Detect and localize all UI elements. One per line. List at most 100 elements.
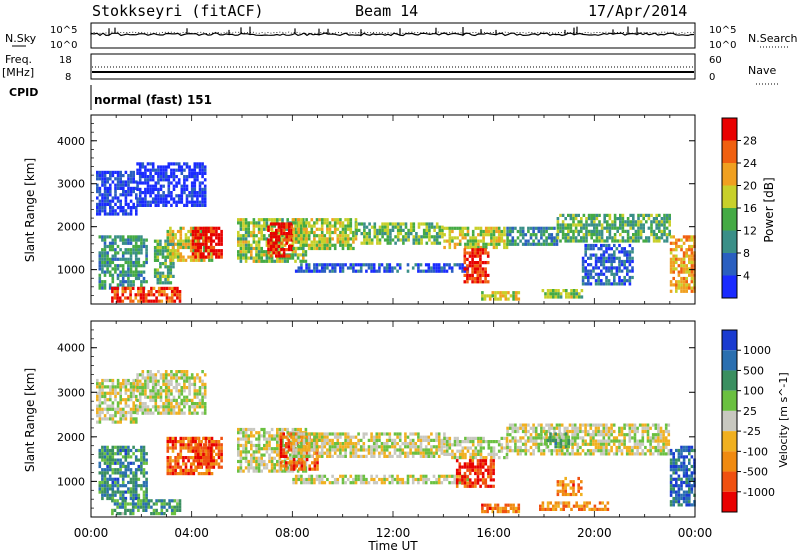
echo-cell	[624, 223, 627, 227]
echo-cell	[129, 177, 133, 181]
echo-cell	[114, 270, 117, 274]
echo-cell	[188, 379, 191, 383]
echo-cell	[383, 451, 386, 455]
echo-cell	[146, 162, 150, 166]
echo-cell	[185, 203, 189, 207]
echo-cell	[185, 187, 189, 191]
echo-cell	[346, 224, 350, 228]
echo-cell	[420, 235, 423, 239]
echo-cell	[242, 456, 245, 460]
echo-cell	[171, 239, 175, 243]
echo-cell	[417, 266, 420, 270]
echo-cell	[255, 250, 258, 254]
echo-cell	[96, 186, 99, 190]
echo-cell	[108, 244, 112, 249]
echo-cell	[542, 229, 546, 234]
echo-cell	[196, 229, 200, 234]
echo-cell	[505, 436, 509, 440]
echo-cell	[569, 223, 573, 227]
echo-cell	[527, 449, 530, 453]
echo-cell	[180, 398, 184, 402]
echo-cell	[204, 255, 208, 259]
echo-cell	[675, 283, 678, 287]
echo-cell	[203, 402, 207, 406]
echo-cell	[265, 250, 269, 254]
echo-cell	[476, 270, 480, 274]
echo-cell	[669, 264, 673, 268]
echo-cell	[289, 256, 292, 260]
echo-cell	[584, 266, 587, 270]
echo-cell	[328, 263, 332, 267]
echo-cell	[352, 237, 355, 241]
echo-cell	[611, 236, 614, 240]
echo-cell	[179, 456, 183, 460]
echo-cell	[336, 221, 340, 225]
echo-cell	[275, 254, 278, 258]
echo-cell	[302, 451, 306, 455]
echo-cell	[288, 254, 291, 258]
echo-cell	[217, 456, 221, 460]
echo-cell	[411, 451, 415, 455]
echo-cell	[263, 227, 266, 231]
echo-cell	[159, 249, 162, 253]
echo-cell	[116, 487, 120, 491]
echo-cell	[307, 451, 311, 455]
echo-cell	[124, 378, 128, 383]
echo-cell	[170, 175, 173, 179]
echo-cell	[463, 280, 467, 284]
echo-cell	[108, 464, 112, 469]
echo-cell	[461, 449, 465, 453]
echo-cell	[613, 226, 617, 230]
echo-cell	[193, 162, 197, 166]
echo-cell	[466, 264, 469, 268]
echo-cell	[244, 221, 248, 225]
echo-cell	[202, 245, 206, 250]
echo-cell	[98, 391, 102, 395]
echo-cell	[559, 292, 563, 296]
echo-cell	[490, 449, 493, 453]
echo-cell	[108, 273, 112, 277]
echo-cell	[680, 283, 683, 287]
echo-cell	[300, 464, 304, 468]
echo-cell	[187, 245, 190, 250]
echo-cell	[260, 459, 263, 464]
echo-cell	[607, 243, 611, 248]
echo-cell	[527, 226, 530, 230]
echo-cell	[464, 452, 467, 456]
echo-cell	[116, 477, 120, 481]
echo-cell	[196, 200, 199, 204]
echo-cell	[680, 267, 683, 271]
echo-cell	[124, 209, 128, 213]
echo-cell	[307, 438, 311, 442]
echo-cell	[331, 243, 334, 247]
echo-cell	[506, 226, 509, 230]
echo-cell	[302, 448, 306, 452]
echo-cell	[244, 450, 248, 454]
echo-cell	[593, 213, 596, 217]
echo-cell	[437, 438, 441, 442]
echo-cell	[184, 233, 188, 237]
echo-cell	[136, 389, 139, 393]
echo-cell	[441, 228, 444, 232]
echo-cell	[198, 392, 202, 396]
echo-cell	[193, 168, 197, 172]
echo-cell	[179, 226, 183, 230]
echo-cell	[176, 440, 180, 444]
echo-cell	[278, 230, 282, 235]
echo-cell	[344, 432, 347, 436]
echo-cell	[202, 449, 205, 453]
echo-cell	[167, 402, 171, 406]
echo-cell	[134, 276, 138, 281]
echo-cell	[119, 410, 122, 415]
echo-cell	[344, 448, 347, 452]
echo-cell	[96, 177, 99, 181]
echo-cell	[685, 289, 688, 293]
echo-cell	[613, 282, 616, 286]
echo-cell	[247, 234, 250, 238]
echo-cell	[519, 426, 522, 430]
echo-cell	[140, 448, 143, 453]
echo-cell	[292, 237, 295, 241]
echo-cell	[665, 236, 669, 240]
echo-cell	[344, 234, 347, 238]
echo-cell	[141, 200, 145, 204]
